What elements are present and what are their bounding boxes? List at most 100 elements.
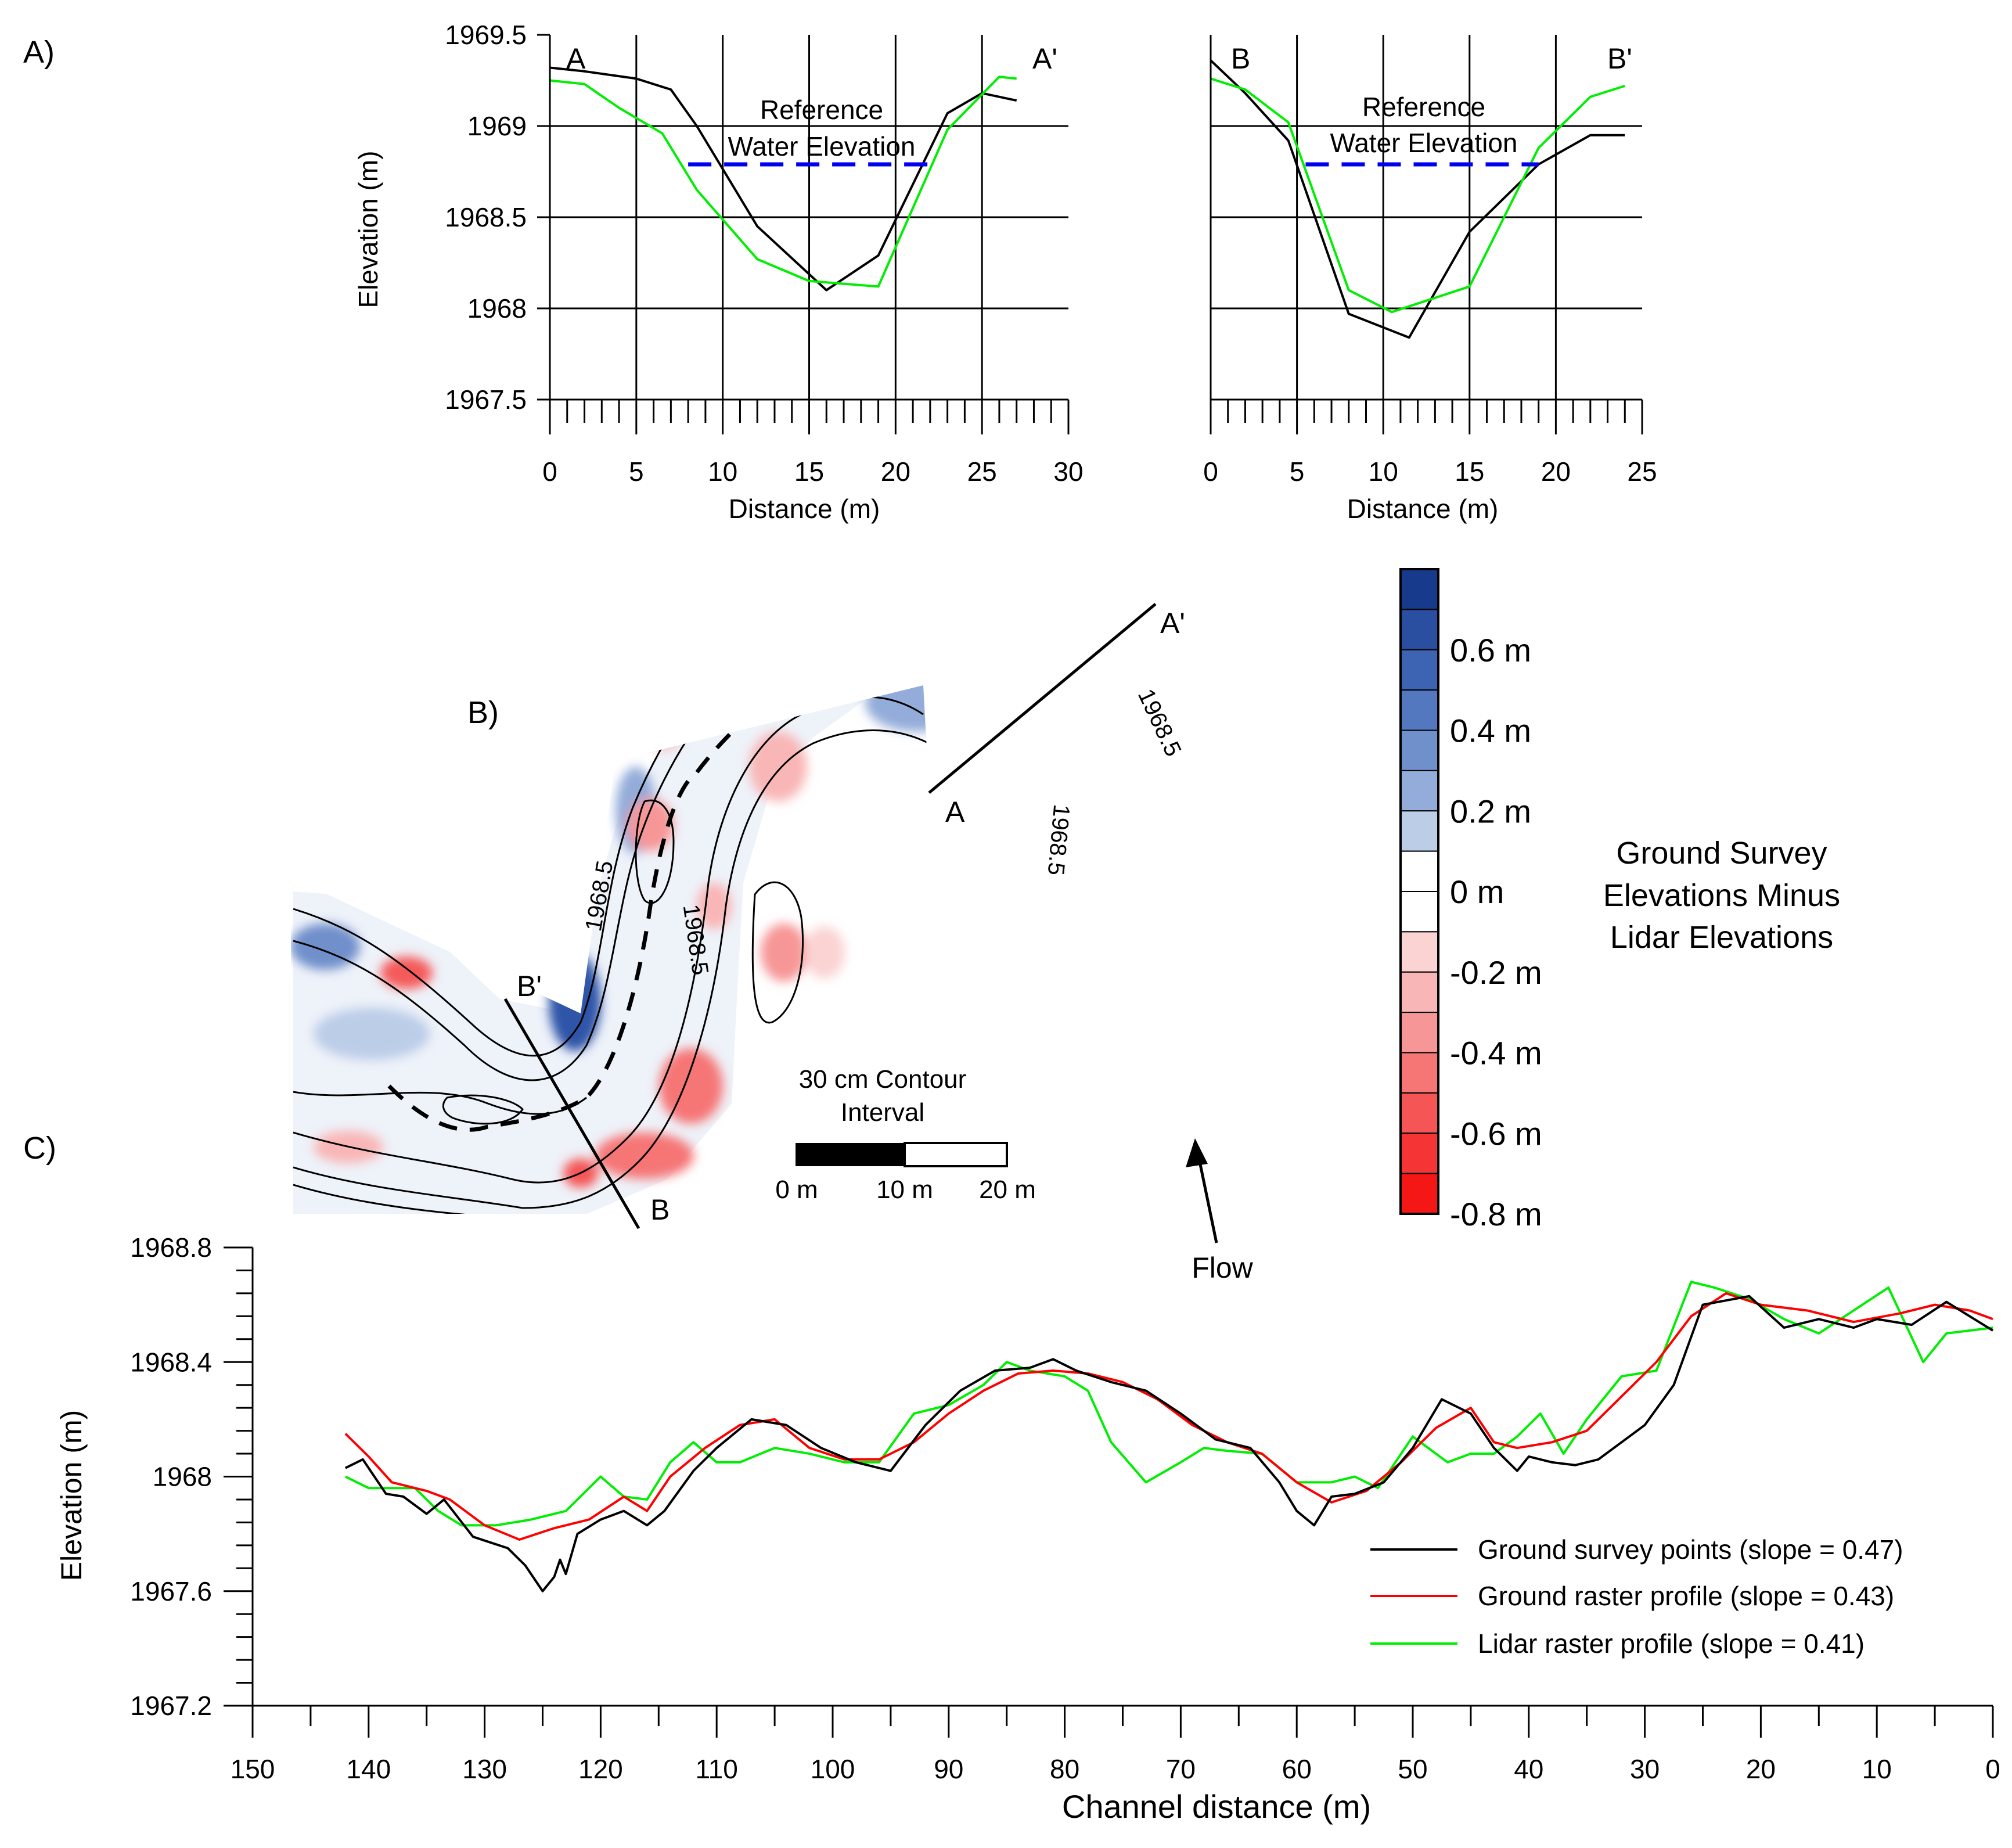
series-line <box>549 66 1017 292</box>
x-tick-label: 25 <box>967 456 997 487</box>
colorbar-label: 0 m <box>1450 873 1504 910</box>
annotation-line1: Reference <box>760 95 883 125</box>
scale-tick-0: 0 m <box>775 1175 818 1204</box>
colorbar: 0.6 m 0.4 m 0.2 m 0 m -0.2 m -0.4 m -0.6 m -0.8… <box>1399 568 1840 1232</box>
colorbar-cell <box>1400 1173 1439 1214</box>
x-tick-label: 140 <box>346 1754 391 1784</box>
x-tick-label: 0 <box>1203 456 1218 487</box>
y-tick-label: 1967.2 <box>130 1691 212 1721</box>
scale-tick-20: 20 m <box>979 1175 1036 1204</box>
x-tick-label: 110 <box>696 1754 738 1784</box>
colorbar-cell <box>1400 850 1439 892</box>
series-line <box>344 1292 1993 1541</box>
map-label-a: A <box>945 796 965 828</box>
colorbar-label: -0.6 m <box>1450 1115 1542 1152</box>
x-axis-label: Distance (m) <box>729 494 880 524</box>
series-line <box>344 1295 1994 1592</box>
x-tick-label: 5 <box>629 456 644 487</box>
x-tick-label: 15 <box>1455 456 1484 487</box>
scale-bar-black <box>796 1143 905 1166</box>
x-tick-label: 0 <box>542 456 557 487</box>
legend: Ground survey points (slope = 0.47) Grou… <box>1370 1534 1903 1659</box>
series-line <box>344 1281 1993 1527</box>
panel-label-b: B) <box>467 695 499 730</box>
x-tick-label: 100 <box>811 1754 855 1784</box>
x-axis-label: Distance (m) <box>1347 494 1499 524</box>
x-tick-label: 10 <box>708 456 737 487</box>
x-tick-label: 130 <box>462 1754 507 1784</box>
panel-label-a: A) <box>23 35 55 70</box>
x-tick-label: 5 <box>1290 456 1305 487</box>
colorbar-title-line1: Ground Survey <box>1616 836 1827 871</box>
x-tick-label: 0 <box>1985 1754 2000 1784</box>
colorbar-cell <box>1400 1052 1439 1094</box>
contour-label: 1968.5 <box>1043 803 1074 876</box>
series-line <box>1210 77 1625 314</box>
colorbar-cell <box>1400 1012 1439 1054</box>
y-tick-label: 1967.5 <box>445 384 527 415</box>
y-tick-label: 1968 <box>153 1462 212 1492</box>
y-axis-label: Elevation (m) <box>353 151 383 308</box>
x-tick-label: 15 <box>794 456 824 487</box>
map-label-b: B <box>650 1193 670 1226</box>
x-tick-label: 60 <box>1282 1754 1312 1784</box>
cross-section-chart-b: 0 5 10 15 20 25 B B' Reference Water Elevatio… <box>1203 35 1657 524</box>
y-tick-label: 1968.8 <box>130 1232 212 1263</box>
x-tick-label: 10 <box>1369 456 1398 487</box>
colorbar-label: -0.8 m <box>1450 1196 1542 1232</box>
colorbar-label: 0.6 m <box>1450 632 1531 668</box>
colorbar-cell <box>1400 649 1439 691</box>
x-tick-label: 50 <box>1398 1754 1427 1784</box>
y-tick-label: 1968 <box>467 293 527 323</box>
legend-label-ground-raster: Ground raster profile (slope = 0.43) <box>1478 1581 1894 1611</box>
section-line-b <box>503 998 640 1229</box>
panel-label-c: C) <box>23 1131 56 1166</box>
colorbar-cell <box>1400 810 1439 852</box>
annotation-line2: Water Elevation <box>1330 128 1518 158</box>
legend-label-ground-survey: Ground survey points (slope = 0.47) <box>1478 1534 1903 1565</box>
y-tick-label: 1968.5 <box>445 202 527 232</box>
section-label-end: A' <box>1032 42 1057 75</box>
y-tick-label: 1969 <box>467 111 527 141</box>
y-tick-label: 1967.6 <box>130 1576 212 1606</box>
colorbar-cell <box>1400 891 1439 933</box>
colorbar-label: -0.2 m <box>1450 954 1542 991</box>
colorbar-title-line3: Lidar Elevations <box>1610 920 1833 955</box>
contour-label: 1968.5 <box>1133 685 1186 760</box>
x-tick-label: 90 <box>934 1754 963 1784</box>
x-tick-label: 80 <box>1050 1754 1079 1784</box>
flow-label: Flow <box>1192 1252 1253 1284</box>
colorbar-label: 0.4 m <box>1450 713 1531 749</box>
x-tick-label: 20 <box>1541 456 1571 487</box>
colorbar-cell <box>1400 971 1439 1013</box>
colorbar-cell <box>1400 1132 1439 1174</box>
colorbar-cell <box>1400 609 1439 650</box>
scale-tick-10: 10 m <box>876 1175 933 1204</box>
map-label-b-prime: B' <box>517 970 542 1002</box>
colorbar-cell <box>1400 689 1439 731</box>
annotation-line1: Reference <box>1362 92 1485 122</box>
colorbar-cell <box>1400 569 1439 610</box>
colorbar-cell <box>1400 1092 1439 1134</box>
section-line-a <box>928 603 1157 794</box>
x-tick-label: 20 <box>1746 1754 1776 1784</box>
map-label-a-prime: A' <box>1160 607 1185 639</box>
x-tick-label: 20 <box>881 456 910 487</box>
scale-title-line2: Interval <box>841 1098 924 1127</box>
x-axis-label: Channel distance (m) <box>1062 1788 1371 1825</box>
series-line <box>1210 59 1625 339</box>
x-tick-label: 120 <box>578 1754 623 1784</box>
colorbar-label: -0.4 m <box>1450 1035 1542 1072</box>
difference-map: 1968.5 1968.5 1968.5 1968.5 B' B A A' 30… <box>290 603 1254 1284</box>
colorbar-cell <box>1400 770 1439 812</box>
section-label-end: B' <box>1607 42 1632 75</box>
x-tick-label: 30 <box>1630 1754 1660 1784</box>
colorbar-title-line2: Elevations Minus <box>1603 878 1840 913</box>
scale-title-line1: 30 cm Contour <box>799 1065 967 1094</box>
longitudinal-profile-chart: 150 140 130 120 110 100 90 80 70 60 50 40 30 20 10 0 19… <box>55 1232 2000 1825</box>
x-tick-label: 40 <box>1514 1754 1543 1784</box>
flow-arrow-shaft <box>1197 1158 1218 1243</box>
cross-section-chart-a: 0 5 10 15 20 25 30 1967.519681968.519691969.5 … <box>353 20 1084 524</box>
scale-bar-white <box>904 1142 1008 1167</box>
